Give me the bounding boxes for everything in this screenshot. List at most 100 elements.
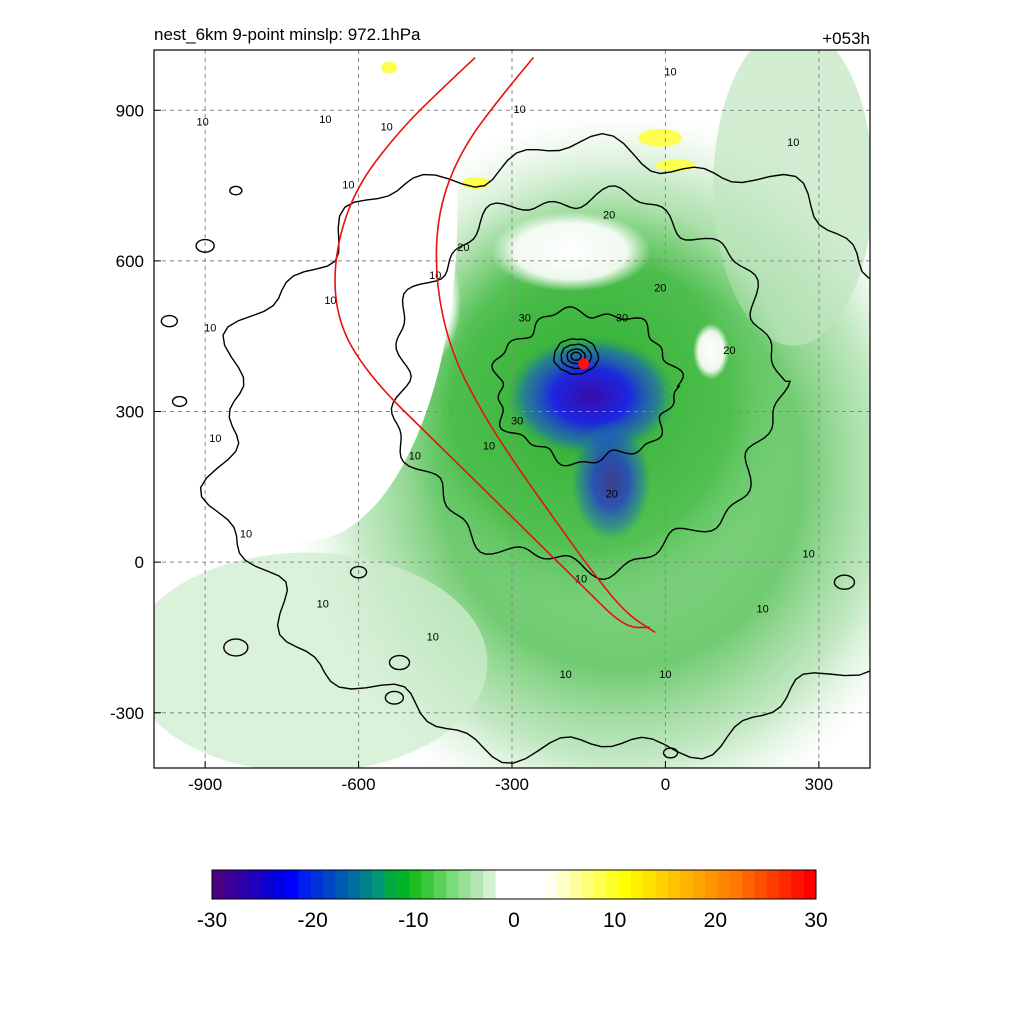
contour-label: 10	[317, 599, 329, 611]
contour-label: 10	[324, 295, 336, 307]
colorbar-swatch	[594, 870, 607, 899]
contour-label: 20	[603, 210, 615, 222]
colorbar-swatch	[409, 870, 423, 899]
colorbar-swatch	[680, 870, 694, 899]
contour-label: 10	[342, 179, 354, 191]
field-gap-north	[491, 211, 652, 292]
contour-label: 10	[756, 604, 768, 616]
y-tick-label: 600	[116, 252, 144, 271]
colorbar-tick-label: 30	[804, 909, 827, 932]
colorbar-tick-label: 0	[508, 909, 520, 932]
colorbar-tick-label: -20	[297, 909, 327, 932]
contour-small-loop	[229, 185, 243, 196]
colorbar-swatch	[261, 870, 275, 899]
field-core	[506, 336, 677, 457]
forecast-hour: +053h	[822, 29, 870, 48]
colorbar-swatch	[692, 870, 706, 899]
contour-label: 10	[204, 323, 216, 335]
colorbar-swatch	[372, 870, 386, 899]
colorbar-swatch	[335, 870, 349, 899]
contour-small-loop	[160, 314, 179, 328]
field-core-tail	[571, 421, 652, 542]
contour-20	[390, 185, 791, 581]
contour-label: 10	[787, 137, 799, 149]
contour-label: 30	[616, 313, 628, 325]
red-line	[334, 56, 651, 629]
colorbar-tick-label: 20	[704, 909, 727, 932]
field-ne-region	[713, 50, 870, 346]
contour-label: 10	[560, 669, 572, 681]
colorbar-swatch	[581, 870, 595, 899]
colorbar-swatch	[446, 870, 460, 899]
contour-label: 20	[457, 242, 469, 254]
contour-small-loop	[388, 654, 411, 671]
axes: -900 -600 -300 0 300 -300 0 300 600 900	[110, 101, 833, 794]
contour-label: 10	[427, 631, 439, 643]
red-line-labels: 10	[409, 451, 421, 463]
contour-small-loop	[171, 395, 188, 408]
red-lines	[334, 56, 656, 634]
colorbar-swatch	[717, 870, 731, 899]
colorbar-swatch	[520, 870, 533, 899]
colorbar-swatch	[396, 870, 410, 899]
y-tick-label: 900	[116, 101, 144, 120]
field-positive-patch	[381, 61, 398, 74]
y-tick-label: -300	[110, 704, 144, 723]
colorbar-swatch	[631, 870, 644, 899]
contour-label: 30	[519, 313, 531, 325]
center-dot	[578, 358, 590, 370]
contour-small-loop	[349, 565, 368, 579]
colorbar-swatch	[347, 870, 361, 899]
contour-label: 10	[240, 528, 252, 540]
contour-label: 10	[381, 122, 393, 134]
storm-center-marker	[578, 358, 590, 370]
colorbar-swatch	[212, 870, 225, 899]
field-positive-patch	[655, 159, 696, 172]
colorbar-swatch	[803, 870, 817, 899]
colorbar-swatch	[322, 870, 336, 899]
contour-30	[491, 306, 685, 467]
colorbar-swatch	[569, 870, 583, 899]
colorbar-swatch	[384, 870, 398, 899]
colorbar-tick-label: -10	[398, 909, 428, 932]
colorbar-swatch	[224, 870, 238, 899]
colorbar-swatch	[507, 870, 521, 899]
colorbar-swatch	[273, 870, 287, 899]
colorbar-swatch	[742, 870, 755, 899]
colorbar-swatch	[285, 870, 299, 899]
contour-label: 20	[723, 345, 735, 357]
colorbar-tick-label: -30	[197, 909, 227, 932]
contour-eyewall	[553, 338, 600, 375]
colorbar-swatch	[359, 870, 373, 899]
colorbar: -30 -20 -10 0 10 20 30	[197, 869, 828, 932]
x-tick-label: 0	[661, 775, 670, 794]
x-tick-label: -900	[188, 775, 222, 794]
contour-labels: 10 10 10 10 10 10 10 10 10 10 10 10 10 10 10 10 10 10 10 10…	[196, 67, 814, 682]
colorbar-swatch	[470, 870, 484, 899]
colorbar-swatch	[791, 870, 805, 899]
colorbar-swatch	[779, 870, 792, 899]
colorbar-swatch	[754, 870, 768, 899]
field-gap-east	[693, 323, 730, 380]
colorbar-swatch	[705, 870, 718, 899]
y-tick-label: 0	[135, 553, 144, 572]
contour-label: 10	[664, 67, 676, 79]
contour-small-loop	[833, 574, 856, 590]
field-positive-patch	[638, 128, 683, 147]
contour-label: 10	[209, 433, 221, 445]
contour-label: 10	[196, 117, 208, 129]
x-tick-label: -300	[495, 775, 529, 794]
colorbar-frame	[211, 869, 817, 900]
contour-10-outer	[199, 132, 870, 764]
contour-label: 20	[606, 488, 618, 500]
colorbar-swatch	[458, 870, 472, 899]
contour-small-loop	[662, 747, 679, 759]
contour-label: 10	[514, 104, 526, 116]
field-sw-region	[154, 552, 488, 768]
contour-eyewall	[570, 351, 582, 361]
colorbar-swatch	[729, 870, 743, 899]
contour-label: 10	[319, 114, 331, 126]
colorbar-swatch	[766, 870, 780, 899]
x-tick-label: 300	[805, 775, 833, 794]
